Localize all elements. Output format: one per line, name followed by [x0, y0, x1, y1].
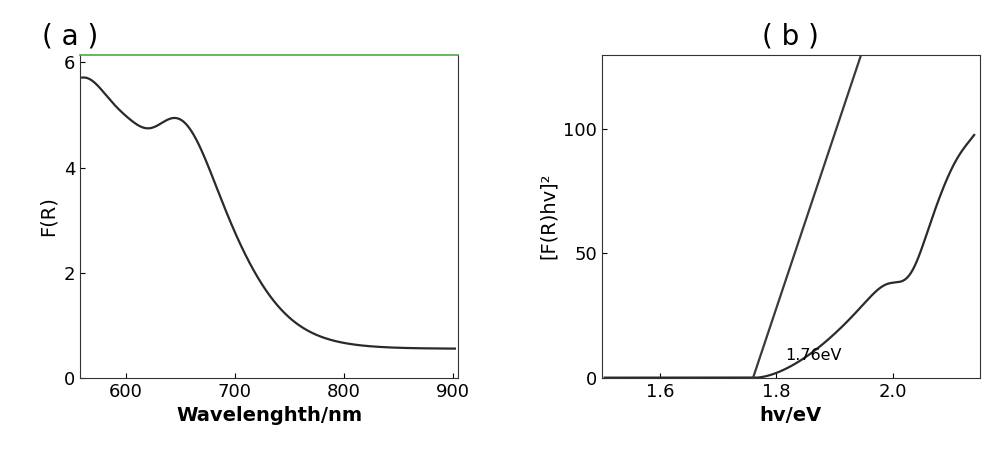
Text: ( a ): ( a ) — [42, 22, 98, 51]
Y-axis label: [F(R)hv]²: [F(R)hv]² — [539, 173, 558, 259]
X-axis label: hv/eV: hv/eV — [760, 406, 822, 425]
Text: ( b ): ( b ) — [762, 22, 819, 51]
Y-axis label: F(R): F(R) — [39, 196, 58, 236]
X-axis label: Wavelenghth/nm: Wavelenghth/nm — [176, 406, 362, 425]
Text: 1.76eV: 1.76eV — [785, 348, 842, 363]
